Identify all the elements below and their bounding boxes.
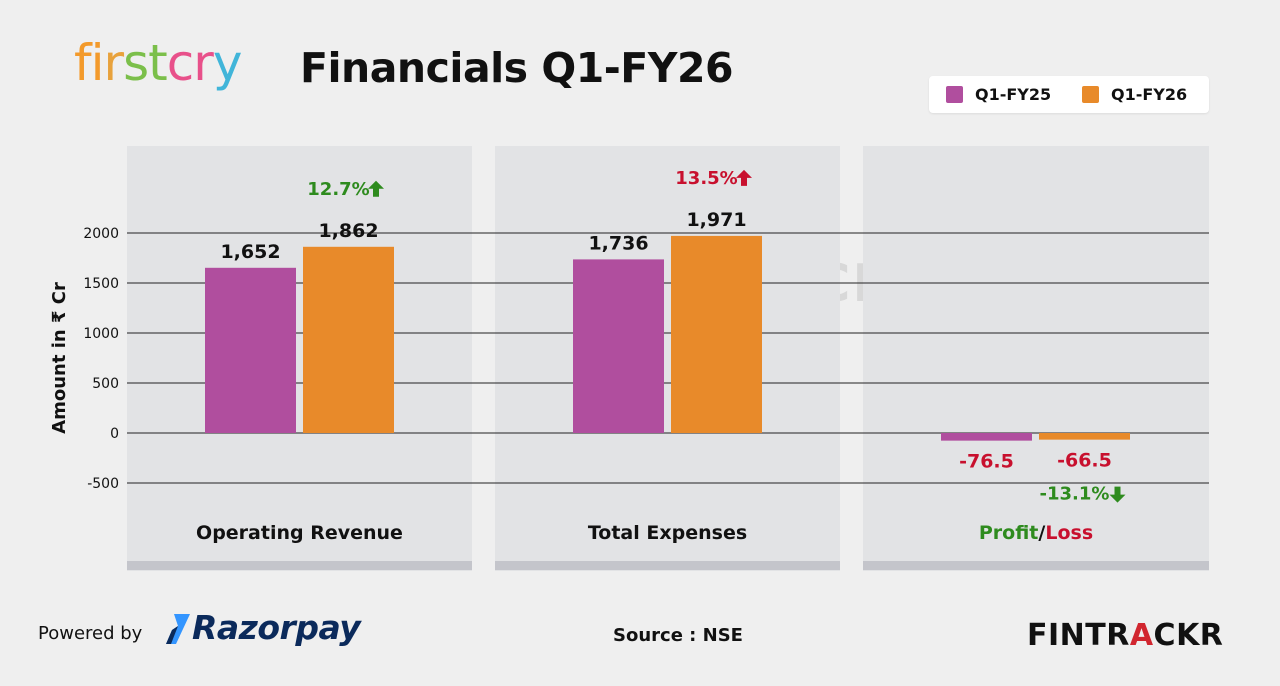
data-label: 1,736: [588, 232, 648, 254]
y-tick-label: 1500: [83, 276, 119, 292]
arrow-up-icon: [368, 180, 384, 197]
bar-q1-fy26-1: [671, 235, 762, 433]
chart-legend: Q1-FY25 Q1-FY26: [929, 76, 1209, 113]
logo-letter: t: [148, 34, 168, 92]
data-label: -76.5: [959, 451, 1014, 473]
panel-base-2: [863, 561, 1209, 570]
legend-swatch-q1-fy25: [946, 86, 963, 103]
bar-q1-fy25-2: [941, 433, 1032, 441]
category-label: Operating Revenue: [196, 522, 403, 544]
y-tick-label: -500: [87, 476, 119, 492]
arrow-up-icon: [736, 169, 752, 186]
razorpay-logo: Razorpay: [162, 608, 361, 647]
logo-letter: i: [90, 34, 105, 92]
fintrackr-part-b: A: [1129, 618, 1154, 653]
legend-swatch-q1-fy26: [1082, 86, 1099, 103]
source-text: Source : NSE: [613, 625, 743, 646]
panel-base-0: [127, 561, 472, 570]
change-label: -13.1%: [1040, 484, 1110, 505]
fintrackr-logo: FINTRACKR: [1027, 618, 1223, 653]
category-label: Profit/Loss: [979, 522, 1093, 544]
logo-letter: r: [193, 34, 214, 92]
logo-letter: f: [74, 34, 92, 92]
change-label: 13.5%: [675, 168, 737, 189]
legend-item-q1-fy26: Q1-FY26: [1082, 85, 1187, 104]
logo-letter: s: [123, 34, 149, 92]
legend-label-q1-fy26: Q1-FY26: [1111, 85, 1188, 104]
legend-item-q1-fy25: Q1-FY25: [946, 85, 1051, 104]
panel-base-1: [495, 561, 840, 570]
logo-letter: r: [103, 34, 125, 92]
bar-q1-fy26-2: [1039, 433, 1130, 440]
bar-q1-fy26-0: [303, 246, 394, 433]
arrow-down-icon: [1109, 486, 1126, 503]
panel-0: [127, 146, 472, 571]
category-label: Total Expenses: [588, 522, 747, 544]
data-label: 1,971: [686, 209, 746, 231]
y-axis-label: Amount in ₹ Cr: [49, 282, 70, 434]
razorpay-icon: [166, 613, 190, 644]
y-tick-label: 500: [92, 376, 119, 392]
logo-letter: y: [212, 34, 243, 92]
fintrackr-part-c: CKR: [1153, 618, 1224, 653]
powered-by-text: Powered by: [38, 623, 143, 644]
y-tick-label: 1000: [83, 326, 119, 342]
data-label: -66.5: [1057, 450, 1112, 472]
data-label: 1,652: [220, 241, 280, 263]
razorpay-wordmark: Razorpay: [192, 608, 361, 647]
firstcry-logo: firstcry: [74, 34, 243, 92]
y-tick-label: 0: [110, 426, 119, 442]
fintrackr-part-a: FINTR: [1027, 618, 1130, 653]
change-label: 12.7%: [307, 179, 369, 200]
panel-1: [495, 146, 840, 571]
bar-q1-fy25-0: [205, 267, 296, 433]
legend-label-q1-fy25: Q1-FY25: [975, 85, 1052, 104]
logo-letter: c: [166, 34, 194, 92]
data-label: 1,862: [318, 220, 378, 242]
page-title: Financials Q1-FY26: [300, 44, 734, 92]
y-tick-label: 2000: [83, 226, 119, 242]
bar-q1-fy25-1: [573, 259, 664, 433]
panel-2: [863, 146, 1209, 571]
